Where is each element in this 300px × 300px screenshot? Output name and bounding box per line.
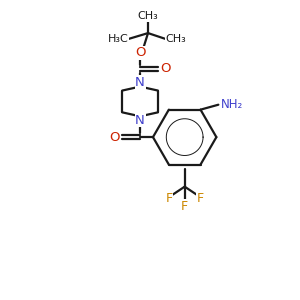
Text: O: O [109, 130, 120, 144]
Text: CH₃: CH₃ [138, 11, 158, 21]
Text: F: F [181, 200, 188, 213]
Text: NH₂: NH₂ [221, 98, 243, 111]
Text: N: N [135, 114, 145, 127]
Text: O: O [160, 62, 171, 75]
Text: CH₃: CH₃ [165, 34, 186, 44]
Text: H₃C: H₃C [108, 34, 129, 44]
Text: N: N [135, 76, 145, 89]
Text: F: F [197, 192, 204, 205]
Text: O: O [135, 46, 145, 59]
Text: F: F [165, 192, 172, 205]
